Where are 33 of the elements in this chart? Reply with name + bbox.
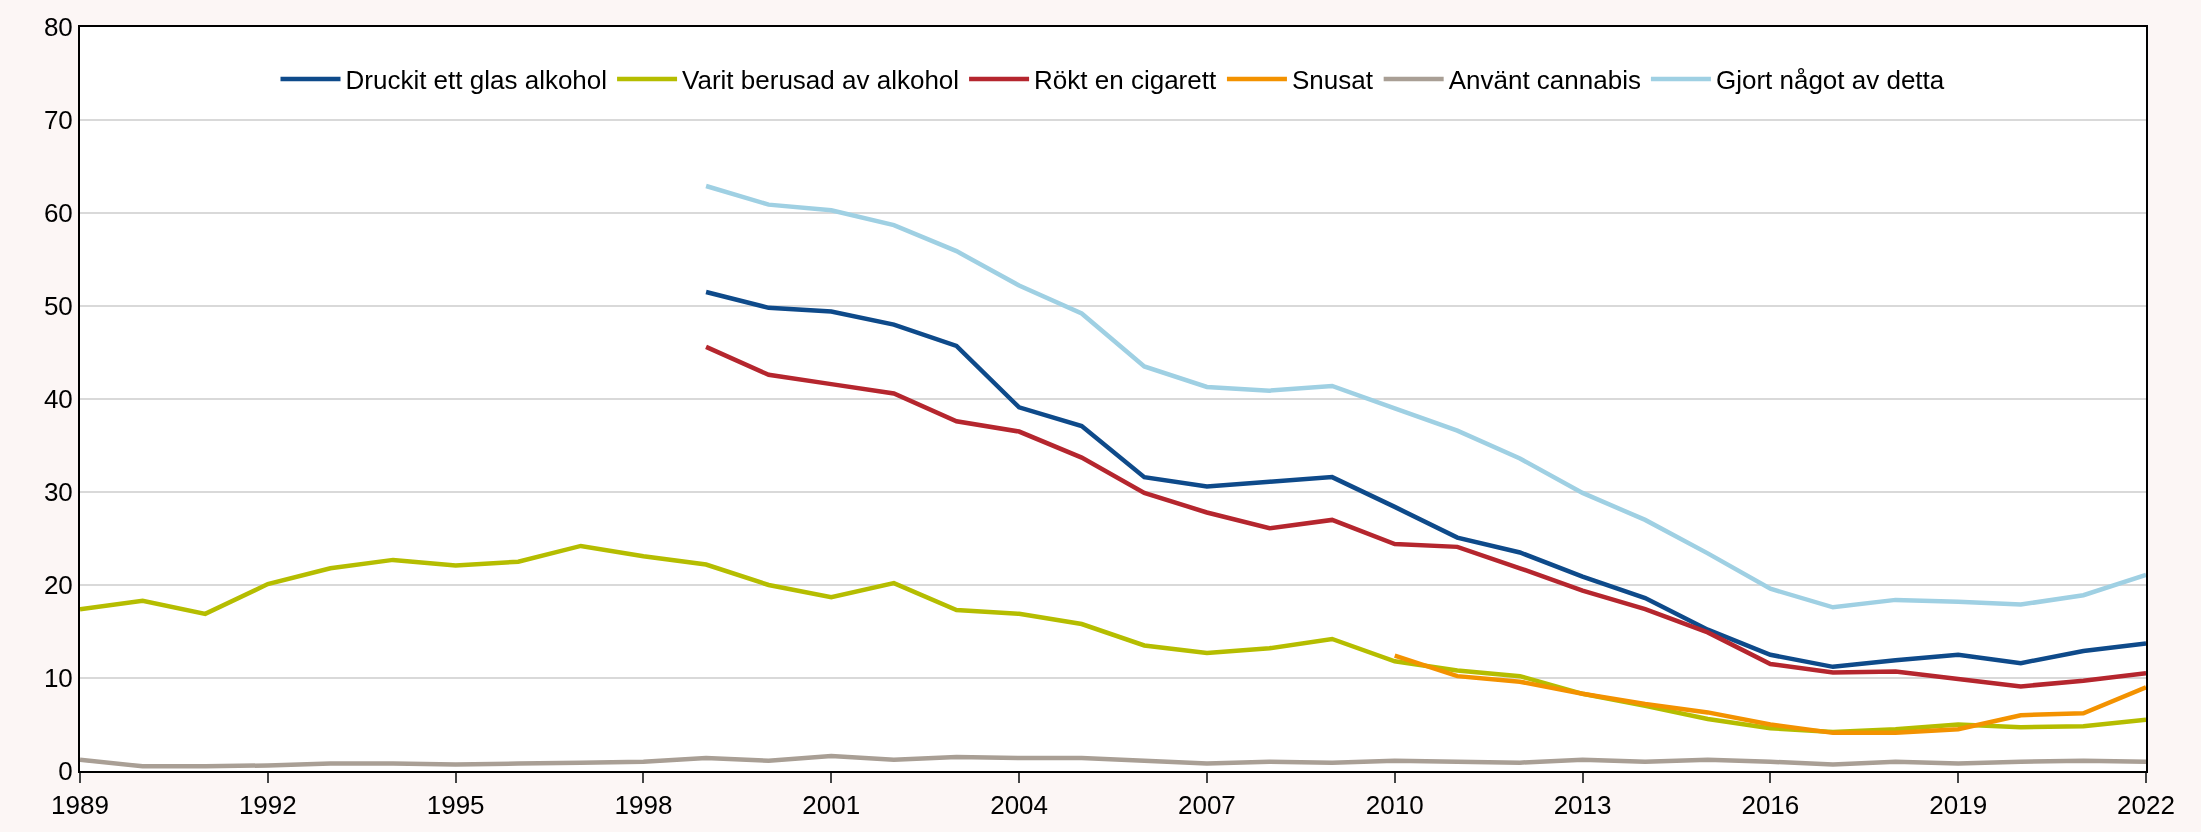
x-tick-label: 1995 — [426, 790, 485, 821]
line-series — [703, 344, 2146, 689]
legend-label: Gjort något av detta — [1715, 65, 1945, 96]
y-tick-label: 70 — [43, 105, 73, 136]
x-tick-label: 1992 — [238, 790, 297, 821]
line-series — [703, 289, 2146, 670]
line-series — [703, 183, 2146, 610]
legend-label: Rökt en cigarett — [1034, 65, 1217, 96]
line-series — [1392, 653, 2146, 736]
x-tick-label: 1989 — [51, 790, 109, 821]
x-tick-label: 2004 — [990, 790, 1049, 821]
x-tick-label: 1998 — [614, 790, 673, 821]
line-series — [80, 753, 2146, 769]
y-tick-label: 50 — [43, 291, 73, 322]
y-tick-label: 10 — [43, 663, 73, 694]
x-tick-label: 2013 — [1553, 790, 1612, 821]
y-tick-label: 60 — [43, 198, 73, 229]
y-tick-label: 80 — [43, 12, 73, 43]
y-tick-label: 30 — [43, 477, 73, 508]
y-tick-label: 20 — [43, 570, 73, 601]
x-tick-label: 2007 — [1177, 790, 1236, 821]
x-tick-label: 2019 — [1929, 790, 1988, 821]
legend-label: Varit berusad av alkohol — [682, 65, 960, 96]
y-tick-label: 40 — [43, 384, 73, 415]
x-tick-label: 2022 — [2117, 790, 2175, 821]
x-tick-label: 2010 — [1365, 790, 1424, 821]
line-series — [80, 543, 2146, 735]
legend-label: Använt cannabis — [1448, 65, 1641, 96]
x-tick-label: 2001 — [802, 790, 861, 821]
legend-label: Druckit ett glas alkohol — [345, 65, 608, 96]
x-tick-label: 2016 — [1741, 790, 1800, 821]
y-tick-label: 0 — [58, 756, 73, 787]
legend-label: Snusat — [1291, 65, 1374, 96]
